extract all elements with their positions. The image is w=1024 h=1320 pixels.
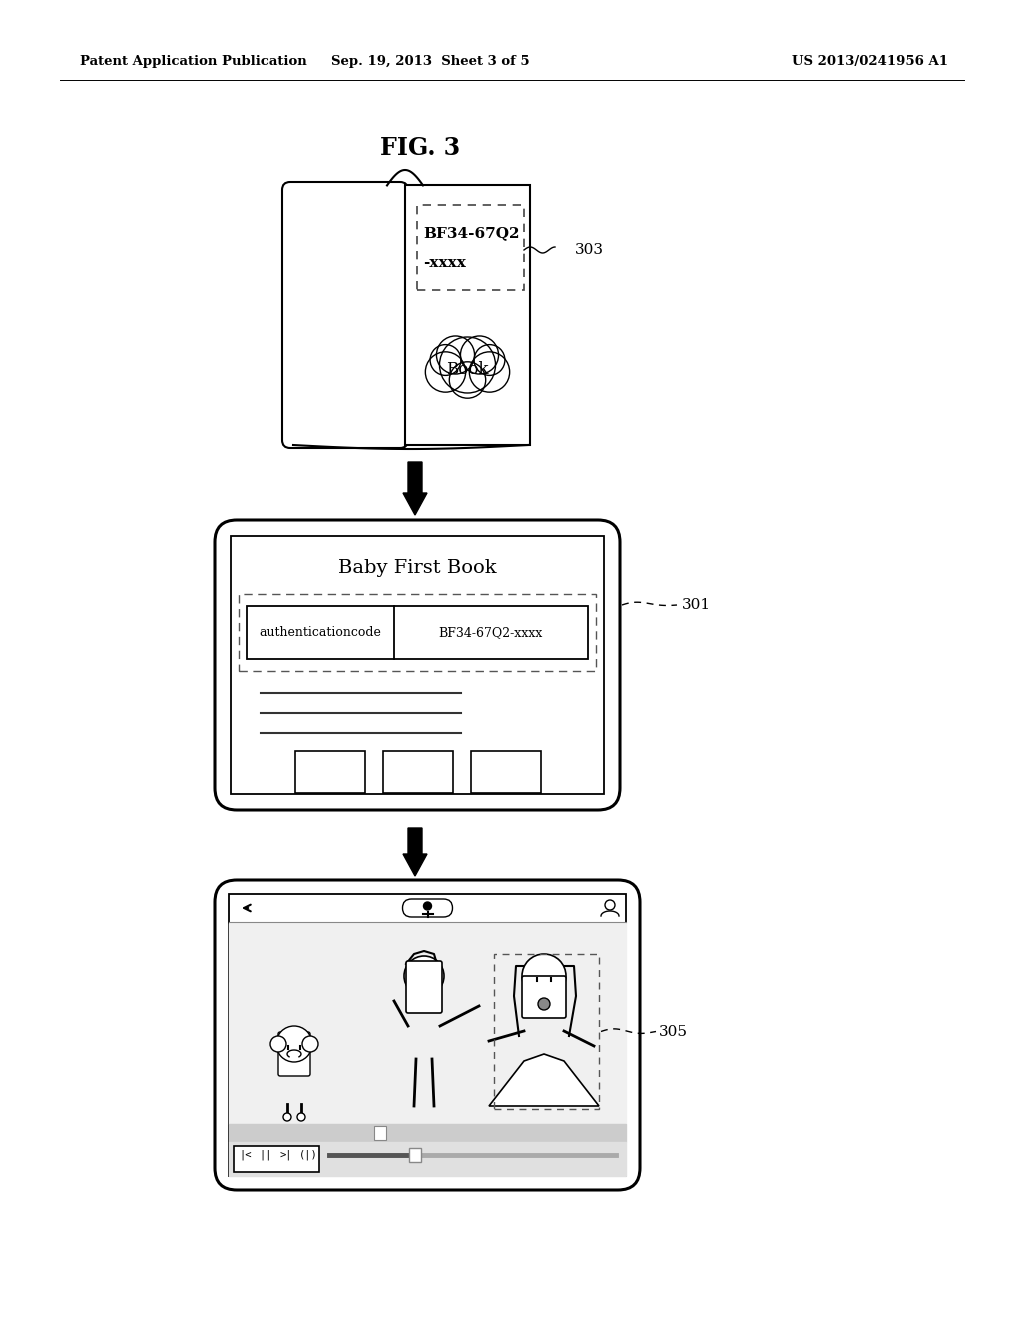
Text: 301: 301 xyxy=(682,598,711,612)
Bar xyxy=(229,923,626,1125)
Circle shape xyxy=(439,337,496,393)
Bar xyxy=(229,1125,626,1142)
Text: Book: Book xyxy=(446,362,488,379)
Text: >|: >| xyxy=(279,1150,292,1160)
Text: authenticationcode: authenticationcode xyxy=(259,626,381,639)
FancyBboxPatch shape xyxy=(522,975,566,1018)
Text: 303: 303 xyxy=(575,243,604,257)
Bar xyxy=(410,1148,421,1162)
Circle shape xyxy=(469,352,510,392)
FancyBboxPatch shape xyxy=(278,1032,310,1076)
FancyBboxPatch shape xyxy=(402,899,453,917)
Circle shape xyxy=(297,1113,305,1121)
Polygon shape xyxy=(403,828,427,876)
Circle shape xyxy=(425,352,466,392)
Bar xyxy=(229,1142,626,1176)
Circle shape xyxy=(436,337,474,374)
Bar xyxy=(383,751,453,793)
Text: -xxxx: -xxxx xyxy=(423,256,466,271)
Polygon shape xyxy=(489,1053,599,1106)
Circle shape xyxy=(474,345,505,375)
Bar xyxy=(229,894,626,1176)
Bar xyxy=(295,751,365,793)
Text: Patent Application Publication: Patent Application Publication xyxy=(80,55,307,69)
Bar xyxy=(417,205,524,290)
Bar xyxy=(231,536,604,795)
Polygon shape xyxy=(403,462,427,515)
Text: ||: || xyxy=(259,1150,271,1160)
Circle shape xyxy=(302,1036,318,1052)
Text: Sep. 19, 2013  Sheet 3 of 5: Sep. 19, 2013 Sheet 3 of 5 xyxy=(331,55,529,69)
Text: BF34-67Q2-xxxx: BF34-67Q2-xxxx xyxy=(438,626,543,639)
Circle shape xyxy=(276,1026,312,1063)
Circle shape xyxy=(424,902,431,909)
FancyBboxPatch shape xyxy=(215,880,640,1191)
Bar xyxy=(247,606,588,659)
Text: (|): (|) xyxy=(299,1150,317,1160)
FancyBboxPatch shape xyxy=(215,520,620,810)
Bar xyxy=(406,185,530,445)
Bar xyxy=(234,1146,319,1172)
Text: 305: 305 xyxy=(659,1024,688,1039)
Text: BF34-67Q2: BF34-67Q2 xyxy=(423,226,519,240)
Circle shape xyxy=(461,337,499,374)
Circle shape xyxy=(404,956,444,997)
FancyBboxPatch shape xyxy=(406,961,442,1012)
Text: |<: |< xyxy=(239,1150,252,1160)
Circle shape xyxy=(538,998,550,1010)
Circle shape xyxy=(283,1113,291,1121)
FancyBboxPatch shape xyxy=(282,182,408,447)
Circle shape xyxy=(270,1036,286,1052)
Text: FIG. 3: FIG. 3 xyxy=(380,136,460,160)
Circle shape xyxy=(450,362,485,399)
Bar xyxy=(239,594,596,671)
Bar xyxy=(374,1126,386,1140)
Circle shape xyxy=(605,900,615,909)
Circle shape xyxy=(522,954,566,998)
Text: US 2013/0241956 A1: US 2013/0241956 A1 xyxy=(792,55,948,69)
Bar xyxy=(494,954,599,1109)
Text: Baby First Book: Baby First Book xyxy=(338,558,497,577)
Bar xyxy=(470,751,541,793)
Circle shape xyxy=(430,345,461,375)
